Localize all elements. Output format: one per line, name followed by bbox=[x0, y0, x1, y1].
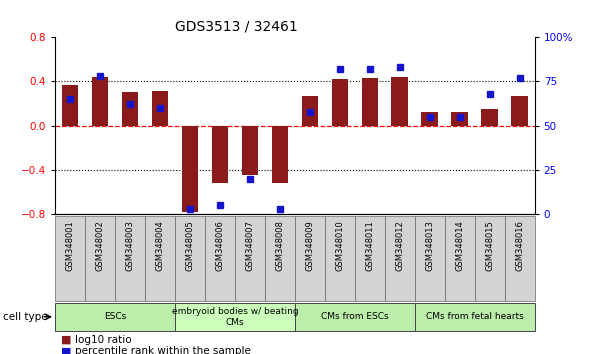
Text: GSM348010: GSM348010 bbox=[335, 220, 344, 271]
Bar bbox=[265, 216, 295, 301]
Bar bbox=[62, 85, 78, 126]
Text: GSM348014: GSM348014 bbox=[455, 220, 464, 271]
Text: GSM348003: GSM348003 bbox=[125, 220, 134, 271]
Text: percentile rank within the sample: percentile rank within the sample bbox=[75, 346, 251, 354]
Bar bbox=[452, 113, 468, 126]
Text: GSM348013: GSM348013 bbox=[425, 220, 434, 271]
Bar bbox=[505, 216, 535, 301]
Text: ■: ■ bbox=[61, 335, 71, 345]
Bar bbox=[175, 303, 295, 331]
Text: CMs from ESCs: CMs from ESCs bbox=[321, 312, 389, 321]
Text: GSM348007: GSM348007 bbox=[246, 220, 254, 271]
Bar bbox=[362, 78, 378, 126]
Bar bbox=[511, 96, 528, 126]
Bar bbox=[55, 216, 85, 301]
Bar bbox=[302, 96, 318, 126]
Bar bbox=[85, 216, 115, 301]
Bar bbox=[481, 109, 498, 126]
Bar bbox=[271, 126, 288, 183]
Bar bbox=[175, 216, 205, 301]
Bar bbox=[422, 113, 438, 126]
Text: ESCs: ESCs bbox=[104, 312, 126, 321]
Text: GSM348005: GSM348005 bbox=[185, 220, 194, 271]
Bar bbox=[115, 216, 145, 301]
Bar bbox=[392, 77, 408, 126]
Bar bbox=[415, 216, 445, 301]
Text: CMs from fetal hearts: CMs from fetal hearts bbox=[426, 312, 524, 321]
Bar bbox=[152, 91, 168, 126]
Text: embryoid bodies w/ beating
CMs: embryoid bodies w/ beating CMs bbox=[172, 307, 298, 326]
Bar bbox=[181, 126, 198, 212]
Bar bbox=[295, 216, 325, 301]
Text: GSM348001: GSM348001 bbox=[65, 220, 75, 271]
Text: GSM348015: GSM348015 bbox=[485, 220, 494, 271]
Bar bbox=[92, 77, 108, 126]
Text: GSM348016: GSM348016 bbox=[515, 220, 524, 271]
Bar bbox=[325, 216, 355, 301]
Text: GSM348008: GSM348008 bbox=[276, 220, 284, 271]
Bar bbox=[332, 79, 348, 126]
Bar bbox=[55, 303, 175, 331]
Bar bbox=[145, 216, 175, 301]
Bar bbox=[205, 216, 235, 301]
Text: GSM348009: GSM348009 bbox=[306, 220, 314, 271]
Text: log10 ratio: log10 ratio bbox=[75, 335, 131, 345]
Text: ■: ■ bbox=[61, 346, 71, 354]
Text: cell type: cell type bbox=[3, 312, 48, 322]
Bar bbox=[385, 216, 415, 301]
Bar bbox=[122, 92, 138, 126]
Text: GSM348012: GSM348012 bbox=[395, 220, 404, 271]
Bar bbox=[211, 126, 228, 183]
Bar bbox=[415, 303, 535, 331]
Text: GSM348004: GSM348004 bbox=[155, 220, 164, 271]
Text: GSM348002: GSM348002 bbox=[95, 220, 104, 271]
Text: GSM348006: GSM348006 bbox=[215, 220, 224, 271]
Bar bbox=[475, 216, 505, 301]
Text: GDS3513 / 32461: GDS3513 / 32461 bbox=[175, 19, 298, 34]
Bar bbox=[295, 303, 415, 331]
Bar bbox=[235, 216, 265, 301]
Bar bbox=[355, 216, 385, 301]
Bar bbox=[445, 216, 475, 301]
Text: GSM348011: GSM348011 bbox=[365, 220, 375, 271]
Bar bbox=[241, 126, 258, 176]
